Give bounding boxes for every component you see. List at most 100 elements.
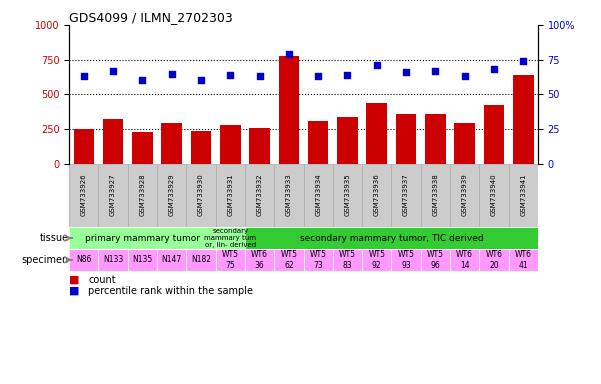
Text: GDS4099 / ILMN_2702303: GDS4099 / ILMN_2702303	[69, 11, 233, 24]
Point	[255, 73, 264, 79]
Bar	[186, 164, 216, 227]
Point	[196, 78, 206, 84]
Bar	[128, 164, 157, 227]
Bar	[308, 121, 328, 164]
Bar	[513, 75, 534, 164]
Text: N86: N86	[76, 255, 91, 264]
Text: primary mammary tumor: primary mammary tumor	[85, 233, 200, 243]
Bar	[391, 249, 421, 271]
Bar	[480, 164, 508, 227]
Bar	[245, 249, 274, 271]
Text: WT6
14: WT6 14	[456, 250, 473, 270]
Bar	[396, 114, 416, 164]
Text: WT5
92: WT5 92	[368, 250, 385, 270]
Point	[372, 62, 382, 68]
Text: GSM733937: GSM733937	[403, 173, 409, 216]
Point	[401, 69, 411, 75]
Bar	[245, 164, 274, 227]
Text: WT5
96: WT5 96	[427, 250, 444, 270]
Bar	[216, 227, 245, 249]
Bar	[450, 249, 480, 271]
Bar	[99, 164, 127, 227]
Bar	[73, 129, 94, 164]
Point	[79, 73, 88, 79]
Bar	[391, 164, 421, 227]
Point	[284, 51, 294, 57]
Bar	[162, 123, 182, 164]
Bar	[128, 249, 157, 271]
Text: GSM733929: GSM733929	[169, 173, 175, 216]
Text: ■: ■	[69, 286, 79, 296]
Bar	[480, 249, 508, 271]
Bar	[245, 227, 538, 249]
Text: WT5
73: WT5 73	[310, 250, 327, 270]
Bar	[279, 56, 299, 164]
Text: ■: ■	[69, 275, 79, 285]
Bar	[220, 125, 240, 164]
Text: WT6
41: WT6 41	[514, 250, 532, 270]
Text: N147: N147	[162, 255, 182, 264]
Bar	[249, 128, 270, 164]
Bar	[132, 132, 153, 164]
Bar	[274, 249, 304, 271]
Text: N182: N182	[191, 255, 211, 264]
Bar	[103, 119, 123, 164]
Bar	[304, 164, 333, 227]
Text: GSM733934: GSM733934	[315, 173, 321, 216]
Bar	[216, 249, 245, 271]
Point	[108, 68, 118, 74]
Bar	[484, 106, 504, 164]
Point	[489, 66, 499, 73]
Bar	[99, 249, 127, 271]
Text: GSM733933: GSM733933	[286, 173, 292, 216]
Bar	[333, 164, 362, 227]
Text: N133: N133	[103, 255, 123, 264]
Bar	[304, 249, 333, 271]
Text: count: count	[88, 275, 116, 285]
Bar	[333, 249, 362, 271]
Text: tissue: tissue	[40, 233, 69, 243]
Point	[138, 78, 147, 84]
Point	[460, 73, 469, 79]
Bar	[425, 114, 445, 164]
Text: GSM733930: GSM733930	[198, 173, 204, 216]
Text: WT6
20: WT6 20	[486, 250, 502, 270]
Text: WT5
83: WT5 83	[339, 250, 356, 270]
Text: GSM733932: GSM733932	[257, 173, 263, 216]
Text: GSM733927: GSM733927	[110, 173, 116, 216]
Point	[313, 73, 323, 79]
Text: GSM733939: GSM733939	[462, 173, 468, 216]
Bar	[216, 164, 245, 227]
Bar	[186, 249, 216, 271]
Bar	[69, 164, 99, 227]
Bar	[362, 164, 391, 227]
Point	[343, 72, 352, 78]
Text: GSM733926: GSM733926	[81, 173, 87, 216]
Text: secondary mammary tumor, TIC derived: secondary mammary tumor, TIC derived	[299, 233, 483, 243]
Bar	[274, 164, 304, 227]
Text: specimen: specimen	[22, 255, 69, 265]
Text: percentile rank within the sample: percentile rank within the sample	[88, 286, 254, 296]
Bar	[450, 164, 480, 227]
Bar	[157, 164, 186, 227]
Bar	[367, 103, 387, 164]
Text: GSM733936: GSM733936	[374, 173, 380, 216]
Text: GSM733941: GSM733941	[520, 173, 526, 216]
Bar	[157, 249, 186, 271]
Point	[225, 72, 235, 78]
Text: GSM733940: GSM733940	[491, 173, 497, 216]
Text: WT5
93: WT5 93	[397, 250, 415, 270]
Text: WT5
75: WT5 75	[222, 250, 239, 270]
Text: WT5
62: WT5 62	[280, 250, 297, 270]
Text: secondary
mammary tum
or, lin- derived: secondary mammary tum or, lin- derived	[204, 228, 256, 248]
Point	[430, 68, 440, 74]
Bar	[421, 164, 450, 227]
Text: GSM733928: GSM733928	[139, 173, 145, 216]
Bar	[362, 249, 391, 271]
Bar	[337, 117, 358, 164]
Text: N135: N135	[132, 255, 153, 264]
Bar	[421, 249, 450, 271]
Point	[519, 58, 528, 64]
Bar	[508, 164, 538, 227]
Point	[167, 70, 177, 76]
